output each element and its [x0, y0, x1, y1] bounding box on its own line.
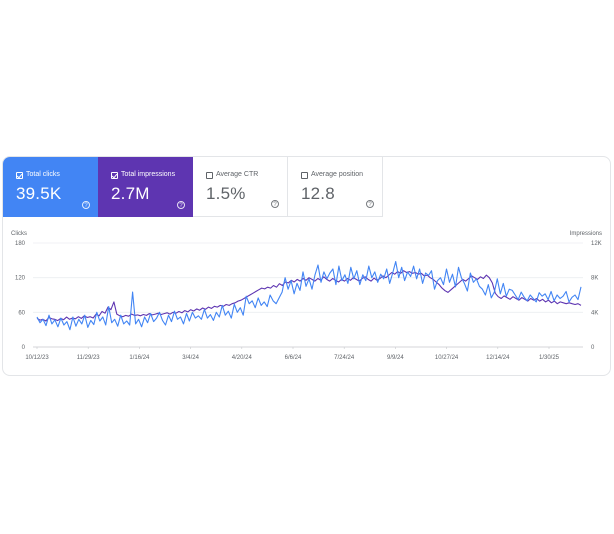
x-tick-label: 10/12/23: [25, 355, 49, 361]
card-value: 2.7M: [111, 184, 150, 203]
help-icon[interactable]: ?: [366, 200, 374, 208]
left-tick-label: 120: [15, 276, 26, 282]
x-tick-label: 11/29/23: [77, 355, 101, 361]
left-tick-label: 180: [15, 241, 26, 247]
card-value: 1.5%: [206, 184, 246, 203]
total-clicks-card[interactable]: Total clicks 39.5K ?: [3, 157, 98, 217]
x-tick-label: 1/16/24: [129, 355, 150, 361]
checkbox-unchecked-icon[interactable]: [301, 172, 308, 179]
card-value: 39.5K: [16, 184, 62, 203]
x-tick-label: 4/20/24: [232, 355, 253, 361]
x-tick-label: 1/30/25: [539, 355, 560, 361]
right-tick-label: 8K: [591, 276, 598, 282]
card-label: Total impressions: [121, 171, 176, 178]
left-tick-label: 0: [22, 345, 26, 351]
average-ctr-card[interactable]: Average CTR 1.5% ?: [193, 157, 288, 217]
checkbox-checked-icon[interactable]: [111, 172, 118, 179]
x-tick-label: 3/4/24: [182, 355, 199, 361]
card-label: Total clicks: [26, 171, 60, 178]
card-label: Average position: [311, 171, 364, 178]
impressions-series-line: [36, 270, 582, 322]
metric-cards: Total clicks 39.5K ? Total impressions 2…: [3, 157, 383, 219]
left-axis-label: Clicks: [11, 231, 27, 237]
x-tick-label: 6/6/24: [285, 355, 302, 361]
card-value: 12.8: [301, 184, 335, 203]
x-tick-label: 9/9/24: [387, 355, 404, 361]
average-position-card[interactable]: Average position 12.8 ?: [288, 157, 383, 217]
performance-panel: Total clicks 39.5K ? Total impressions 2…: [2, 156, 611, 376]
x-tick-label: 12/14/24: [486, 355, 510, 361]
x-tick-label: 10/27/24: [435, 355, 459, 361]
help-icon[interactable]: ?: [177, 201, 185, 209]
x-tick-label: 7/24/24: [334, 355, 355, 361]
card-label: Average CTR: [216, 171, 259, 178]
performance-chart: Clicks Impressions 180 12K 120 8K 60 4K 0 0 10/1…: [11, 231, 602, 361]
right-tick-label: 0: [591, 345, 595, 351]
right-axis-label: Impressions: [570, 231, 602, 237]
right-tick-label: 4K: [591, 310, 598, 316]
help-icon[interactable]: ?: [82, 201, 90, 209]
checkbox-unchecked-icon[interactable]: [206, 172, 213, 179]
help-icon[interactable]: ?: [271, 200, 279, 208]
left-tick-label: 60: [18, 310, 25, 316]
checkbox-checked-icon[interactable]: [16, 172, 23, 179]
clicks-series-line: [36, 260, 582, 331]
right-tick-label: 12K: [591, 241, 602, 247]
total-impressions-card[interactable]: Total impressions 2.7M ?: [98, 157, 193, 217]
